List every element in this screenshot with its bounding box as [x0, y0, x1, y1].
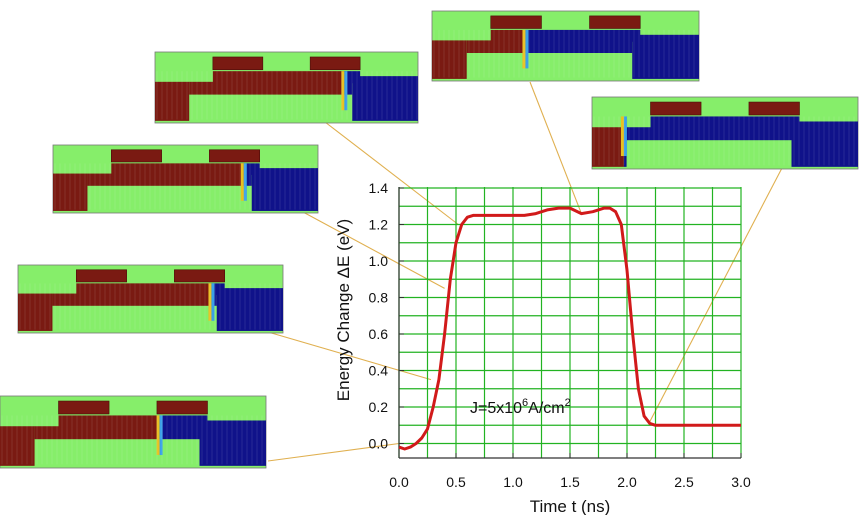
top-contact-pad — [110, 149, 162, 163]
y-tick-label: 0.6 — [369, 326, 389, 342]
domain-wall-yellow — [620, 116, 624, 157]
annotation-exponent: 6 — [522, 397, 528, 409]
magnetization-down-region — [525, 29, 641, 42]
magnetization-down-region — [344, 81, 353, 95]
domain-wall-snapshot — [17, 264, 284, 334]
top-contact-pad — [309, 56, 361, 71]
magnetization-up-region — [466, 40, 526, 53]
magnetization-down-region — [251, 168, 318, 211]
top-contact-pad — [748, 101, 800, 116]
magnetization-down-region — [632, 34, 699, 79]
current-density-annotation: J=5x106A/cm2 — [470, 397, 571, 417]
magnetization-down-region — [243, 173, 252, 186]
magnetization-down-region — [159, 426, 200, 440]
magnetization-up-region — [87, 173, 244, 186]
y-tick-label: 0.0 — [369, 436, 389, 452]
domain-wall-yellow — [156, 415, 160, 456]
x-tick-label: 1.5 — [560, 474, 580, 490]
energy-curve-series — [398, 206, 741, 451]
x-tick-label: 1.0 — [503, 474, 523, 490]
magnetization-up-region — [189, 81, 345, 95]
domain-wall-cyan — [243, 163, 247, 201]
top-contact-pad — [58, 400, 110, 415]
connector-line — [267, 331, 432, 381]
domain-wall-snapshots — [0, 10, 859, 469]
magnetization-down-region — [791, 121, 858, 167]
magnetization-down-region — [525, 40, 633, 53]
magnetization-down-region — [199, 420, 266, 466]
connector-line — [529, 81, 582, 214]
magnetization-down-region — [352, 76, 418, 121]
y-tick-label: 1.4 — [369, 180, 389, 196]
magnetization-up-region — [53, 173, 88, 211]
domain-wall-snapshot — [154, 51, 419, 124]
domain-wall-cyan — [211, 283, 215, 321]
magnetization-down-region — [626, 127, 792, 141]
top-contact-pad — [156, 400, 208, 415]
connector-line — [267, 442, 400, 462]
domain-wall-yellow — [208, 283, 212, 321]
annotation-base: J=5x10 — [470, 400, 522, 417]
magnetization-up-region — [18, 293, 53, 331]
top-contact-pad — [490, 15, 542, 29]
magnetization-up-region — [34, 426, 160, 440]
y-tick-labels: 0.0 0.2 0.4 0.6 0.8 1.0 1.2 1.4 — [369, 180, 404, 452]
top-contact-pad — [589, 15, 641, 29]
x-tick-labels: 0.0 0.5 1.0 1.5 2.0 2.5 3.0 — [389, 453, 751, 490]
connector-line — [649, 167, 783, 422]
y-tick-label: 0.2 — [369, 399, 389, 415]
magnetization-up-region — [52, 293, 212, 306]
magnetization-up-region — [0, 426, 35, 466]
magnetization-up-region — [76, 283, 212, 295]
domain-wall-cyan — [525, 29, 529, 69]
connector-lines — [267, 81, 783, 462]
y-tick-label: 1.2 — [369, 217, 389, 233]
domain-wall-snapshot — [52, 144, 319, 214]
magnetization-down-region — [216, 288, 283, 331]
x-axis-label: Time t (ns) — [530, 497, 611, 515]
x-tick-label: 3.0 — [731, 474, 751, 490]
y-tick-label: 1.0 — [369, 253, 389, 269]
top-contact-pad — [209, 149, 261, 163]
connector-line — [324, 121, 459, 225]
annotation-unit: A/cm — [528, 400, 564, 417]
magnetization-up-region — [432, 40, 467, 79]
magnetization-up-region — [111, 163, 244, 175]
magnetization-up-region — [212, 71, 345, 84]
y-tick-label: 0.4 — [369, 363, 389, 379]
annotation-unit-exponent: 2 — [565, 397, 571, 409]
y-tick-label: 0.8 — [369, 290, 389, 306]
top-contact-pad — [650, 101, 702, 116]
magnetization-down-region — [650, 116, 800, 129]
domain-wall-yellow — [522, 29, 526, 69]
x-tick-label: 0.5 — [446, 474, 466, 490]
magnetization-down-region — [159, 415, 208, 428]
magnetization-up-region — [490, 29, 526, 42]
domain-wall-cyan — [623, 116, 627, 157]
magnetization-up-region — [155, 81, 190, 121]
domain-wall-cyan — [344, 71, 348, 111]
top-contact-pad — [174, 269, 226, 283]
grid-lines — [398, 187, 742, 458]
x-tick-label: 2.0 — [617, 474, 637, 490]
y-axis-label: Energy Change ΔE (eV) — [334, 219, 353, 401]
domain-wall-snapshot — [431, 10, 700, 82]
domain-wall-yellow — [240, 163, 244, 201]
x-tick-label: 2.5 — [674, 474, 694, 490]
domain-wall-cyan — [159, 415, 163, 456]
domain-wall-snapshot — [0, 395, 267, 469]
magnetization-up-region — [58, 415, 160, 428]
domain-wall-snapshot — [591, 96, 859, 170]
top-contact-pad — [212, 56, 264, 71]
x-tick-label: 0.0 — [389, 474, 409, 490]
top-contact-pad — [75, 269, 127, 283]
magnetization-up-region — [592, 127, 624, 167]
connector-line — [302, 211, 445, 289]
plot-area: 0.0 0.5 1.0 1.5 2.0 2.5 3.0 0.0 0.2 0.4 0.6 0.8 1.0… — [334, 180, 751, 515]
domain-wall-yellow — [341, 71, 345, 111]
